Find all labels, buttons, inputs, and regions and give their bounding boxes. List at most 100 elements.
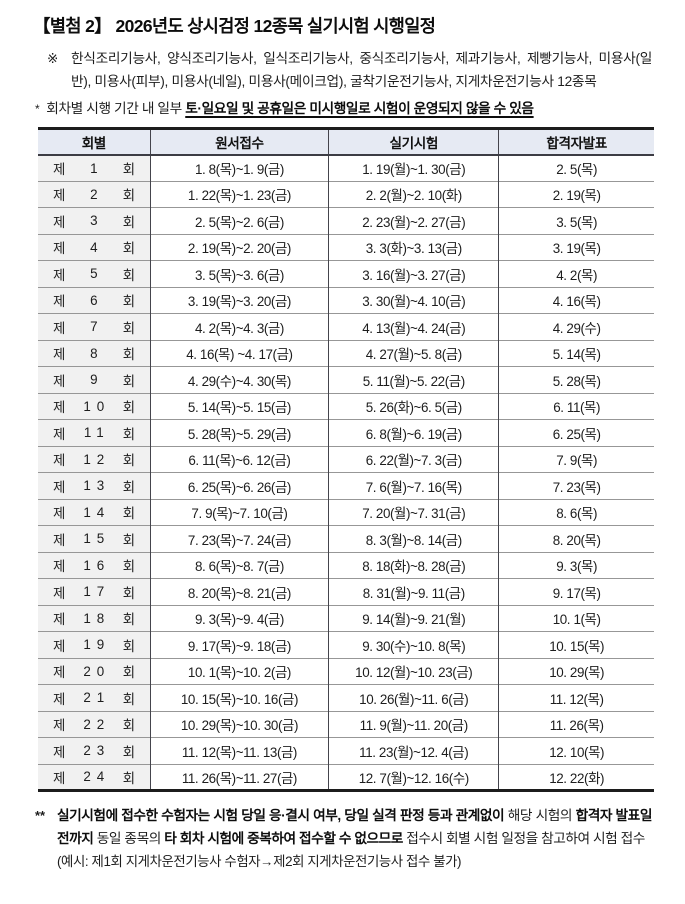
table-row: 제 11 회 5. 28(목)~5. 29(금) 6. 8(월)~6. 19(금… (38, 419, 654, 446)
schedule-note-marker: * (35, 102, 40, 116)
application-period-cell: 10. 29(목)~10. 30(금) (149, 710, 329, 738)
table-row: 제 3 회 2. 5(목)~2. 6(금) 2. 23(월)~2. 27(금) … (38, 207, 654, 234)
round-prefix: 제 (53, 347, 65, 363)
round-suffix: 회 (122, 532, 135, 548)
application-period-cell: 5. 14(목)~5. 15(금) (149, 392, 329, 420)
exam-period-cell: 6. 22(월)~7. 3(금) (328, 445, 499, 473)
announcement-date-cell: 4. 2(목) (498, 260, 654, 287)
round-number: 3 (90, 213, 104, 229)
round-suffix: 회 (122, 400, 135, 416)
round-cell: 제 3 회 (38, 207, 151, 234)
round-prefix: 제 (53, 373, 65, 389)
column-header-round: 회별 (38, 128, 151, 156)
round-cell: 제 22 회 (38, 710, 151, 738)
announcement-date-cell: 11. 26(목) (498, 710, 654, 738)
table-row: 제 18 회 9. 3(목)~9. 4(금) 9. 14(월)~9. 21(월)… (38, 604, 654, 632)
round-number: 11 (83, 425, 110, 441)
application-period-cell: 8. 20(목)~8. 21(금) (149, 578, 329, 605)
round-cell: 제 10 회 (38, 392, 151, 420)
round-suffix: 회 (122, 559, 135, 575)
round-number: 1 (90, 160, 104, 176)
application-period-cell: 1. 22(목)~1. 23(금) (149, 180, 329, 208)
schedule-note-plain: 회차별 시행 기간 내 일부 (46, 101, 186, 116)
exam-period-cell: 11. 9(월)~11. 20(금) (328, 710, 499, 738)
announcement-date-cell: 6. 25(목) (498, 419, 654, 446)
round-number: 10 (83, 398, 111, 414)
schedule-table: 회별 원서접수 실기시험 합격자발표 제 1 회 1. 8(목)~1. 9(금)… (38, 127, 654, 792)
announcement-date-cell: 2. 19(목) (498, 180, 654, 208)
exam-period-cell: 5. 26(화)~6. 5(금) (328, 392, 499, 420)
exam-period-cell: 5. 11(월)~5. 22(금) (328, 366, 499, 393)
round-prefix: 제 (53, 453, 65, 469)
application-period-cell: 4. 29(수)~4. 30(목) (149, 366, 329, 393)
round-suffix: 회 (122, 162, 135, 177)
round-prefix: 제 (53, 400, 65, 416)
round-suffix: 회 (122, 770, 135, 786)
subjects-note-text: 한식조리기능사, 양식조리기능사, 일식조리기능사, 중식조리기능사, 제과기능… (71, 51, 652, 89)
subjects-note-marker: ※ (47, 51, 59, 66)
round-prefix: 제 (53, 426, 65, 442)
round-number: 9 (90, 372, 104, 388)
schedule-note-emphasis: 토·일요일 및 공휴일은 미시행일로 시험이 운영되지 않을 수 있음 (185, 101, 534, 116)
application-period-cell: 2. 5(목)~2. 6(금) (149, 207, 329, 234)
round-number: 6 (90, 292, 104, 308)
round-prefix: 제 (53, 162, 65, 177)
announcement-date-cell: 11. 12(목) (498, 684, 654, 711)
application-period-cell: 3. 19(목)~3. 20(금) (149, 286, 329, 314)
announcement-date-cell: 9. 3(목) (498, 551, 654, 579)
subjects-note: ※ 한식조리기능사, 양식조리기능사, 일식조리기능사, 중식조리기능사, 제과… (33, 47, 652, 93)
round-suffix: 회 (122, 214, 135, 230)
round-prefix: 제 (53, 267, 65, 283)
round-suffix: 회 (122, 506, 135, 522)
table-row: 제 2 회 1. 22(목)~1. 23(금) 2. 2(월)~2. 10(화)… (38, 180, 654, 208)
round-number: 24 (83, 769, 111, 785)
round-cell: 제 2 회 (38, 180, 151, 208)
application-period-cell: 11. 12(목)~11. 13(금) (149, 737, 329, 764)
round-cell: 제 9 회 (38, 366, 151, 393)
table-row: 제 6 회 3. 19(목)~3. 20(금) 3. 30(월)~4. 10(금… (38, 286, 654, 314)
round-suffix: 회 (122, 718, 135, 734)
round-suffix: 회 (122, 294, 135, 310)
round-cell: 제 24 회 (38, 763, 151, 791)
application-period-cell: 6. 11(목)~6. 12(금) (149, 445, 329, 473)
announcement-date-cell: 7. 23(목) (498, 472, 654, 499)
round-number: 23 (83, 743, 111, 759)
announcement-date-cell: 6. 11(목) (498, 392, 654, 420)
round-cell: 제 14 회 (38, 498, 151, 526)
table-row: 제 1 회 1. 8(목)~1. 9(금) 1. 19(월)~1. 30(금) … (38, 154, 654, 181)
table-row: 제 24 회 11. 26(목)~11. 27(금) 12. 7(월)~12. … (38, 763, 654, 791)
footer-note-segment: 실기시험에 접수한 수험자는 시험 당일 응·결시 여부, 당일 실격 판정 등… (57, 808, 505, 823)
application-period-cell: 9. 17(목)~9. 18(금) (149, 631, 329, 658)
application-period-cell: 5. 28(목)~5. 29(금) (149, 419, 329, 446)
announcement-date-cell: 2. 5(목) (498, 154, 654, 181)
round-number: 5 (90, 266, 104, 282)
footer-example: (예시: 제1회 지게차운전기능사 수험자→제2회 지게차운전기능사 접수 불가… (57, 854, 462, 869)
application-period-cell: 7. 23(목)~7. 24(금) (149, 525, 329, 552)
exam-period-cell: 4. 13(월)~4. 24(금) (328, 313, 499, 340)
round-suffix: 회 (122, 426, 135, 442)
round-number: 14 (83, 504, 111, 520)
round-suffix: 회 (122, 267, 135, 283)
announcement-date-cell: 4. 29(수) (498, 313, 654, 340)
round-number: 19 (83, 637, 111, 653)
application-period-cell: 11. 26(목)~11. 27(금) (149, 763, 329, 791)
round-cell: 제 18 회 (38, 604, 151, 632)
round-suffix: 회 (122, 744, 135, 760)
round-cell: 제 15 회 (38, 525, 151, 552)
column-header-exam: 실기시험 (328, 128, 499, 156)
table-row: 제 12 회 6. 11(목)~6. 12(금) 6. 22(월)~7. 3(금… (38, 445, 654, 473)
round-cell: 제 20 회 (38, 657, 151, 685)
round-suffix: 회 (122, 585, 135, 601)
round-prefix: 제 (53, 718, 65, 734)
application-period-cell: 2. 19(목)~2. 20(금) (149, 233, 329, 261)
round-prefix: 제 (53, 585, 65, 601)
footer-note-body: 실기시험에 접수한 수험자는 시험 당일 응·결시 여부, 당일 실격 판정 등… (57, 805, 652, 873)
exam-period-cell: 10. 26(월)~11. 6(금) (328, 684, 499, 711)
round-prefix: 제 (53, 770, 65, 786)
exam-period-cell: 3. 30(월)~4. 10(금) (328, 286, 499, 314)
round-cell: 제 6 회 (38, 286, 151, 314)
application-period-cell: 8. 6(목)~8. 7(금) (149, 551, 329, 579)
round-prefix: 제 (53, 294, 65, 310)
footer-note: ** 실기시험에 접수한 수험자는 시험 당일 응·결시 여부, 당일 실격 판… (33, 805, 652, 873)
round-cell: 제 5 회 (38, 260, 151, 287)
